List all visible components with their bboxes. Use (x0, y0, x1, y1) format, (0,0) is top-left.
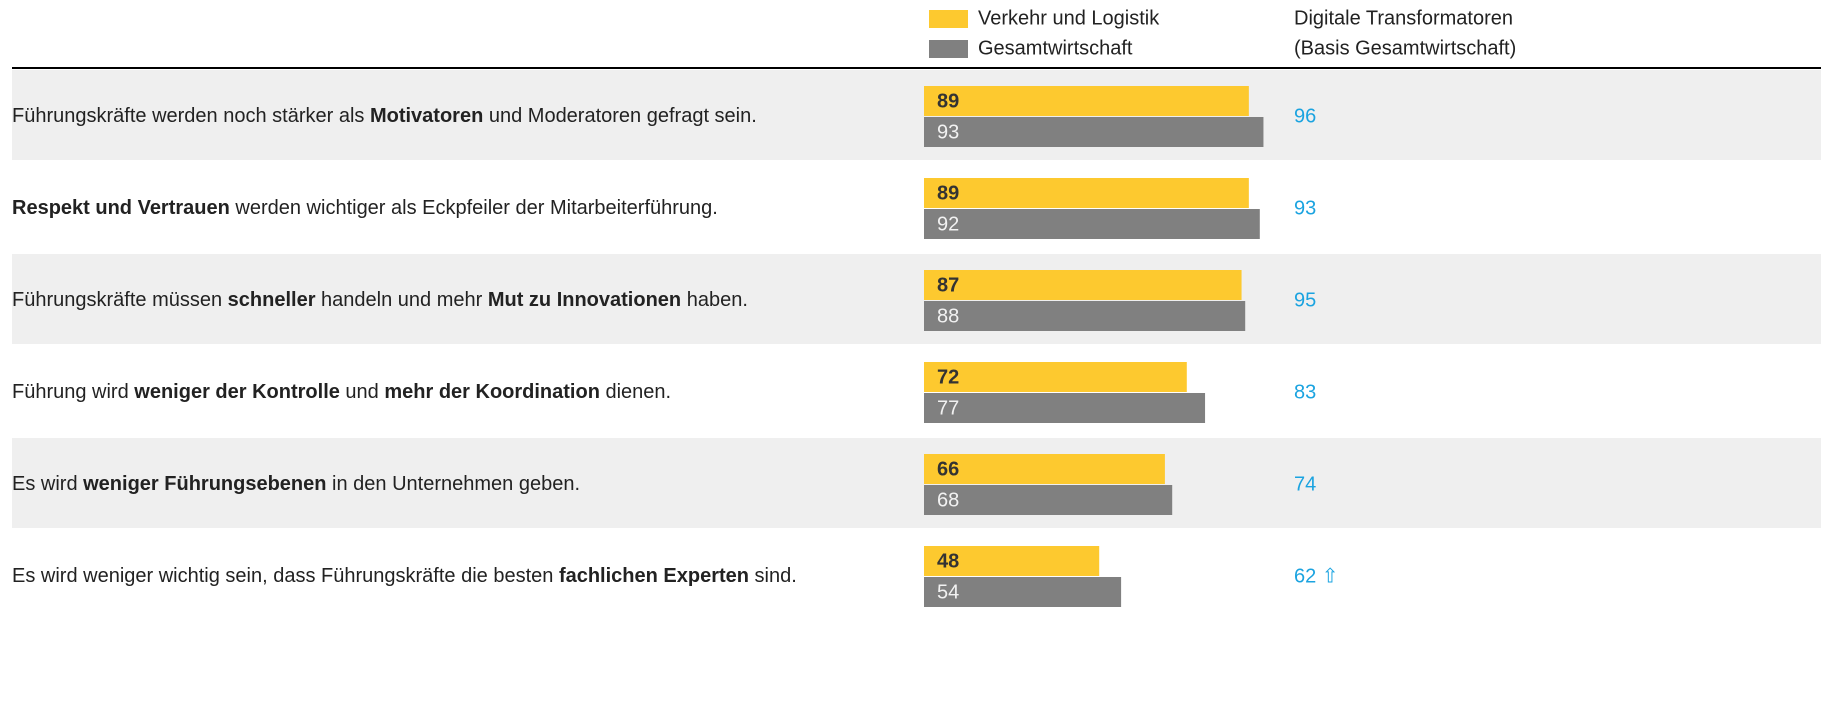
statement-text: Führung wird (12, 381, 134, 403)
legend-swatch (929, 40, 968, 58)
bar-value-label: 77 (937, 397, 959, 419)
side-value: 62 ⇧ (1294, 565, 1339, 587)
bar (924, 178, 1249, 208)
side-value: 74 (1294, 473, 1316, 495)
statement-text: handeln und mehr (315, 289, 487, 311)
bar (924, 362, 1187, 392)
bar-value-label: 88 (937, 305, 959, 327)
statement: Führung wird weniger der Kontrolle und m… (12, 381, 671, 403)
column-header: Digitale Transformatoren (1294, 7, 1513, 29)
bar-value-label: 89 (937, 90, 959, 112)
bar (924, 117, 1264, 147)
statement: Respekt und Vertrauen werden wichtiger a… (12, 197, 718, 219)
statement-text: und Moderatoren gefragt sein. (483, 105, 757, 127)
bar-value-label: 92 (937, 213, 959, 235)
bar-value-label: 87 (937, 274, 959, 296)
bar (924, 270, 1242, 300)
statement-text: Es wird (12, 473, 83, 495)
statement-text: haben. (681, 289, 748, 311)
statement-emphasis: weniger der Kontrolle (133, 381, 340, 403)
bar (924, 393, 1206, 423)
statement-text: werden wichtiger als Eckpfeiler der Mita… (230, 197, 718, 219)
statement-emphasis: Mut zu Innovationen (488, 289, 681, 311)
bar (924, 86, 1249, 116)
side-value: 96 (1294, 105, 1316, 127)
bar (924, 454, 1165, 484)
side-value: 93 (1294, 197, 1316, 219)
statement-text: Es wird weniger wichtig sein, dass Führu… (12, 565, 559, 587)
legend-swatch (929, 10, 968, 28)
row-background (12, 70, 1821, 160)
statement-text: dienen. (600, 381, 671, 403)
statement-emphasis: Respekt und Vertrauen (12, 197, 230, 219)
statement: Es wird weniger Führungsebenen in den Un… (12, 473, 580, 495)
bar (924, 485, 1173, 515)
statement: Es wird weniger wichtig sein, dass Führu… (12, 565, 797, 587)
bar-value-label: 68 (937, 489, 959, 511)
statement-emphasis: weniger Führungsebenen (82, 473, 326, 495)
bar-value-label: 66 (937, 458, 959, 480)
bar-value-label: 93 (937, 121, 959, 143)
row-background (12, 438, 1821, 528)
bar-value-label: 48 (937, 550, 959, 572)
statement-emphasis: mehr der Koordination (384, 381, 600, 403)
statement-emphasis: schneller (228, 289, 316, 311)
column-header: (Basis Gesamtwirtschaft) (1294, 37, 1516, 59)
statement: Führungskräfte müssen schneller handeln … (12, 289, 748, 311)
statement-text: und (340, 381, 384, 403)
statement-emphasis: Motivatoren (370, 105, 483, 127)
statement-text: sind. (749, 565, 797, 587)
statement-text: in den Unternehmen geben. (326, 473, 580, 495)
row-background (12, 254, 1821, 344)
legend-label: Gesamtwirtschaft (978, 37, 1133, 59)
bar (924, 301, 1246, 331)
bar (924, 209, 1260, 239)
bar (924, 577, 1122, 607)
legend-label: Verkehr und Logistik (978, 7, 1160, 29)
statement-text: Führungskräfte müssen (12, 289, 228, 311)
statement-text: Führungskräfte werden noch stärker als (12, 105, 370, 127)
side-value: 83 (1294, 381, 1316, 403)
statement-emphasis: fachlichen Experten (559, 565, 749, 587)
bar-value-label: 54 (937, 581, 959, 603)
bar-value-label: 72 (937, 366, 959, 388)
bar (924, 546, 1100, 576)
statement: Führungskräfte werden noch stärker als M… (12, 105, 757, 127)
bar-value-label: 89 (937, 182, 959, 204)
side-value: 95 (1294, 289, 1316, 311)
